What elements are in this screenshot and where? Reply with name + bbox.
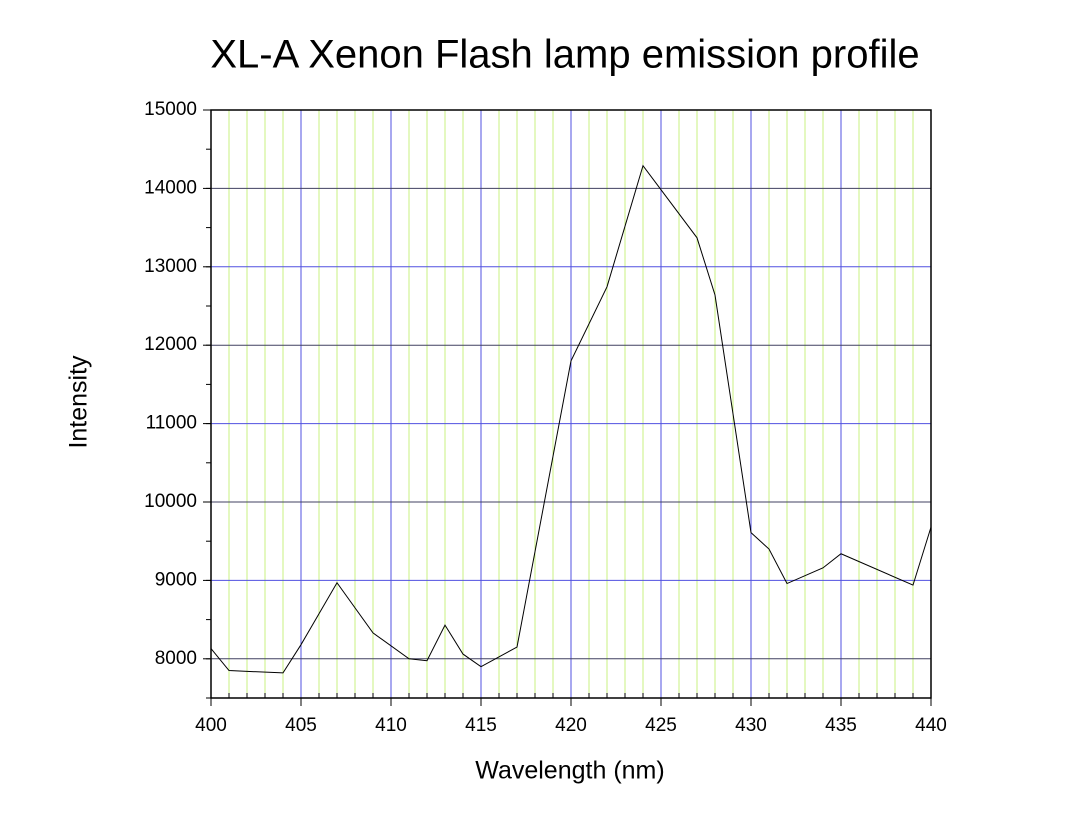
y-tick-label: 9000 — [155, 569, 197, 590]
x-tick-label: 420 — [555, 715, 587, 736]
y-tick-label: 11000 — [146, 413, 197, 434]
x-tick-label: 405 — [285, 715, 317, 736]
y-tick-label: 14000 — [144, 177, 197, 198]
x-tick-label: 410 — [375, 715, 407, 736]
y-tick-label: 15000 — [144, 99, 197, 120]
x-tick-label: 425 — [645, 715, 677, 736]
x-axis-label: Wavelength (nm) — [475, 757, 664, 785]
x-tick-label: 435 — [825, 715, 857, 736]
y-tick-label: 10000 — [144, 491, 197, 512]
x-tick-label: 415 — [465, 715, 497, 736]
y-tick-label: 12000 — [144, 334, 197, 355]
y-tick-label: 8000 — [155, 648, 197, 669]
x-tick-label: 430 — [735, 715, 767, 736]
chart-title: XL-A Xenon Flash lamp emission profile — [210, 33, 919, 77]
x-tick-label: 400 — [195, 715, 227, 736]
plot-frame — [210, 109, 932, 699]
y-tick-label: 13000 — [144, 256, 197, 277]
data-line — [210, 164, 932, 674]
y-axis-label: Intensity — [65, 355, 93, 449]
x-tick-label: 440 — [915, 715, 947, 736]
